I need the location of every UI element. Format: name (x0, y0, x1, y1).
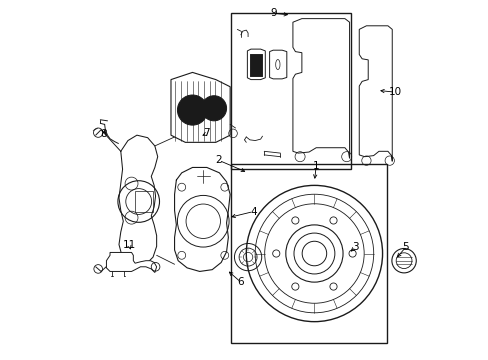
Text: 11: 11 (122, 239, 135, 249)
Text: 1: 1 (312, 161, 319, 171)
Polygon shape (247, 49, 265, 80)
Bar (249, 54, 262, 76)
Text: 9: 9 (269, 8, 276, 18)
Text: 10: 10 (388, 87, 401, 97)
Text: 5: 5 (402, 242, 408, 252)
Polygon shape (269, 50, 286, 79)
Circle shape (177, 95, 207, 125)
Text: 6: 6 (237, 277, 244, 287)
Polygon shape (171, 72, 230, 142)
Text: 3: 3 (352, 242, 358, 252)
Circle shape (201, 96, 226, 121)
Polygon shape (359, 26, 391, 161)
Bar (230, 13, 350, 169)
Bar (249, 54, 262, 76)
Text: 2: 2 (215, 155, 222, 165)
Polygon shape (106, 252, 156, 273)
Bar (230, 164, 386, 343)
Text: 7: 7 (203, 129, 210, 138)
Text: 8: 8 (101, 129, 107, 139)
Bar (135, 191, 153, 212)
Text: 4: 4 (250, 207, 256, 217)
Polygon shape (292, 19, 349, 158)
